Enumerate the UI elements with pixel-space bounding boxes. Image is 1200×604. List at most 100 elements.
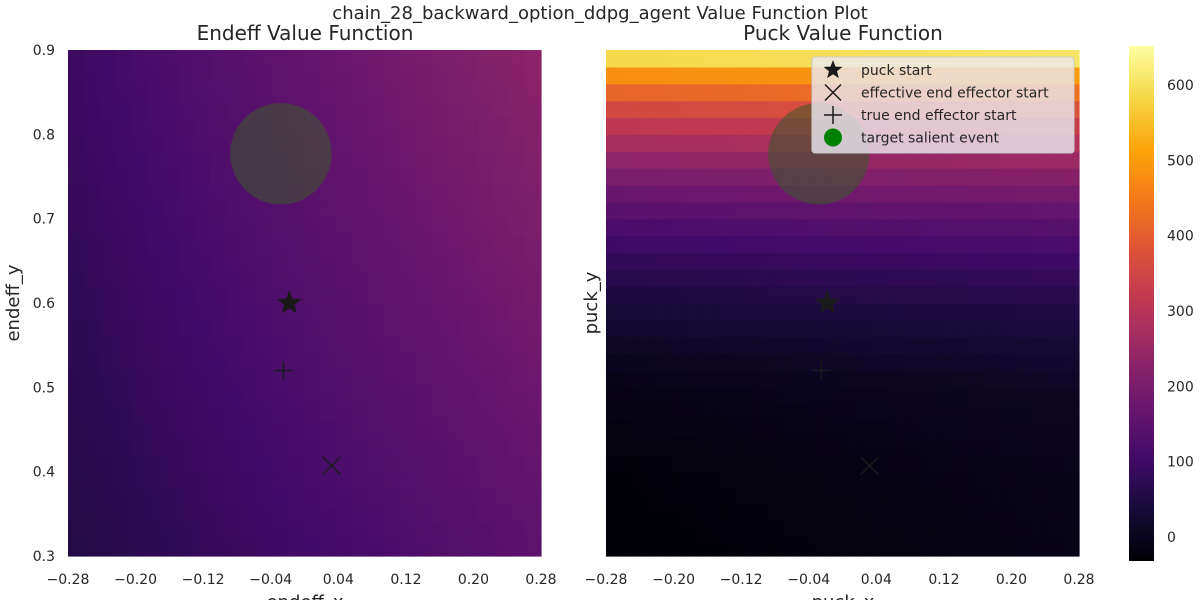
heatmap-cell	[684, 319, 702, 338]
heatmap-cell	[509, 117, 526, 135]
heatmap-cell	[525, 134, 542, 152]
heatmap-cell	[968, 319, 985, 338]
heatmap-cell	[399, 539, 416, 557]
heatmap-cell	[905, 252, 922, 270]
heatmap-cell	[146, 471, 164, 490]
heatmap-cell	[414, 488, 432, 506]
heatmap-cell	[810, 370, 828, 388]
heatmap-cell	[68, 319, 85, 338]
heatmap-cell	[984, 235, 1001, 253]
heatmap-cell	[653, 404, 670, 422]
heatmap-cell	[367, 134, 384, 152]
heatmap-cell	[320, 66, 337, 85]
heatmap-cell	[115, 286, 132, 304]
heatmap-cell	[779, 319, 796, 338]
heatmap-cell	[747, 421, 765, 439]
heatmap-cell	[288, 454, 306, 473]
heatmap-cell	[462, 539, 479, 557]
heatmap-cell	[477, 404, 495, 422]
heatmap-cell	[399, 83, 416, 102]
heatmap-cell	[288, 539, 306, 557]
heatmap-cell	[241, 522, 258, 540]
heatmap-cell	[1063, 319, 1080, 338]
heatmap-cell	[446, 319, 463, 338]
heatmap-cell	[178, 505, 195, 523]
heatmap-cell	[937, 522, 954, 540]
heatmap-cell	[637, 454, 654, 473]
heatmap-cell	[684, 522, 702, 540]
heatmap-cell	[1063, 151, 1080, 169]
heatmap-cell	[477, 370, 495, 388]
heatmap-cell	[810, 539, 828, 557]
heatmap-cell	[669, 336, 686, 355]
heatmap-cell	[779, 471, 796, 490]
heatmap-cell	[225, 539, 243, 557]
heatmap-cell	[99, 370, 116, 388]
heatmap-cell	[621, 151, 639, 169]
heatmap-cell	[320, 235, 337, 253]
heatmap-cell	[162, 235, 179, 253]
heatmap-cell	[304, 201, 321, 220]
heatmap-cell	[968, 387, 985, 405]
heatmap-cell	[779, 522, 796, 540]
heatmap-cell	[257, 370, 274, 388]
heatmap-cell	[430, 353, 447, 372]
heatmap-cell	[178, 218, 195, 237]
heatmap-cell	[146, 404, 164, 422]
heatmap-cell	[921, 184, 938, 203]
heatmap-cell	[83, 505, 101, 523]
heatmap-cell	[131, 218, 148, 237]
heatmap-cell	[399, 454, 416, 473]
heatmap-cell	[921, 336, 938, 355]
heatmap-cell	[637, 83, 654, 102]
heatmap-cell	[921, 303, 938, 321]
heatmap-cell	[525, 387, 542, 405]
heatmap-cell	[763, 370, 781, 388]
heatmap-cell	[320, 252, 337, 270]
heatmap-cell	[225, 488, 243, 506]
heatmap-cell	[1063, 336, 1080, 355]
heatmap-cell	[477, 286, 495, 304]
heatmap-cell	[525, 437, 542, 456]
heatmap-cell	[430, 235, 447, 253]
heatmap-cell	[336, 117, 353, 135]
heatmap-cell	[351, 471, 369, 490]
heatmap-cell	[430, 488, 447, 506]
heatmap-cell	[984, 336, 1001, 355]
heatmap-cell	[637, 488, 654, 506]
heatmap-cell	[351, 404, 369, 422]
heatmap-cell	[367, 303, 384, 321]
heatmap-cell	[858, 437, 875, 456]
heatmap-cell	[83, 134, 101, 152]
heatmap-cell	[257, 336, 274, 355]
heatmap-cell	[477, 437, 495, 456]
heatmap-cell	[1000, 336, 1017, 355]
heatmap-cell	[178, 353, 195, 372]
heatmap-cell	[1015, 539, 1033, 557]
heatmap-cell	[763, 184, 781, 203]
heatmap-cell	[937, 404, 954, 422]
heatmap-cell	[462, 505, 479, 523]
heatmap-cell	[952, 437, 970, 456]
heatmap-cell	[842, 201, 859, 220]
heatmap-cell	[795, 404, 812, 422]
heatmap-cell	[477, 387, 495, 405]
heatmap-cell	[684, 286, 702, 304]
heatmap-cell	[241, 269, 258, 287]
heatmap-cell	[747, 370, 765, 388]
heatmap-cell	[288, 471, 306, 490]
heatmap-cell	[162, 50, 179, 68]
heatmap-cell	[779, 83, 796, 102]
heatmap-cell	[621, 539, 639, 557]
heatmap-cell	[763, 454, 781, 473]
heatmap-cell	[637, 134, 654, 152]
heatmap-cell	[1015, 404, 1033, 422]
heatmap-cell	[525, 168, 542, 186]
heatmap-cell	[606, 83, 623, 102]
heatmap-cell	[477, 235, 495, 253]
heatmap-cell	[462, 252, 479, 270]
heatmap-cell	[1031, 539, 1049, 557]
heatmap-cell	[700, 252, 717, 270]
heatmap-cell	[525, 201, 542, 220]
